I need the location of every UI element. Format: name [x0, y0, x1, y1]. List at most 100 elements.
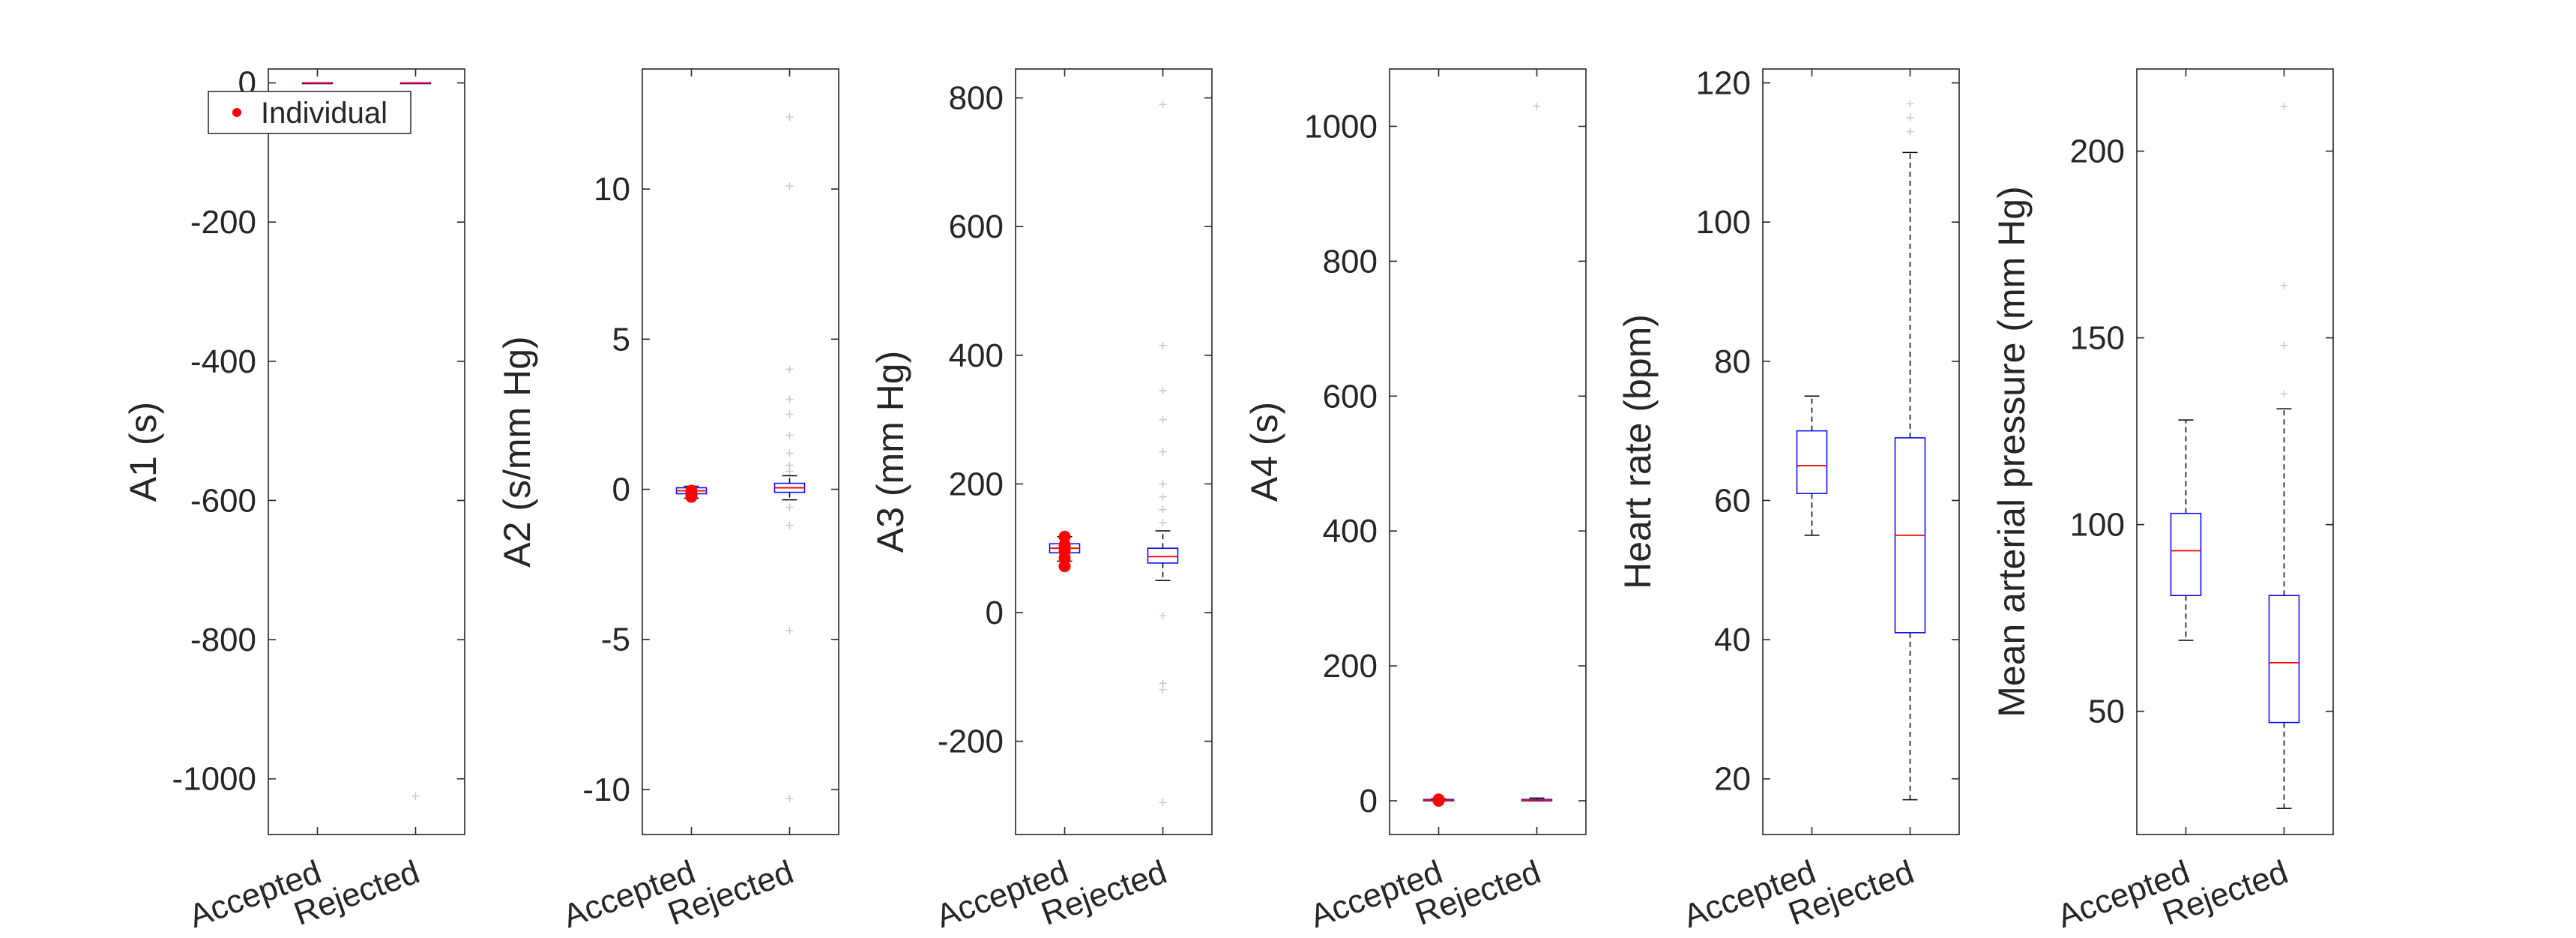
outlier-marker [1159, 480, 1167, 488]
individual-point [1058, 560, 1071, 573]
y-axis-label: A2 (s/mm Hg) [496, 336, 538, 567]
outlier-marker [785, 410, 794, 418]
outlier-marker [1159, 799, 1167, 807]
box-rejected [773, 113, 806, 802]
y-tick-label: 800 [1323, 243, 1378, 280]
y-tick-label: 600 [1323, 378, 1378, 415]
y-tick-label: 200 [2070, 133, 2125, 170]
box-rejected [1894, 100, 1926, 801]
box-rejected [1521, 102, 1553, 802]
individual-point [1432, 795, 1445, 808]
y-tick-label: -800 [190, 622, 256, 658]
y-tick-label: -10 [582, 772, 630, 808]
y-tick-label: 60 [1714, 482, 1751, 519]
y-tick-label: 400 [949, 337, 1004, 374]
outlier-marker [1159, 100, 1167, 109]
y-tick-label: 200 [949, 466, 1004, 502]
outlier-marker [1906, 127, 1914, 136]
outlier-marker [1533, 102, 1541, 110]
outlier-marker [1159, 679, 1167, 688]
outlier-marker [1159, 685, 1167, 694]
y-axis-label: A4 (s) [1243, 402, 1285, 502]
y-tick-label: 400 [1323, 513, 1378, 550]
legend-box [208, 91, 411, 134]
y-axis-label: Heart rate (bpm) [1617, 314, 1659, 589]
outlier-marker [785, 449, 794, 457]
outlier-marker [1159, 415, 1167, 424]
outlier-marker [2280, 102, 2288, 110]
y-tick-label: -1000 [172, 761, 256, 798]
y-tick-label: 5 [612, 321, 630, 358]
outlier-marker [2280, 281, 2288, 289]
y-axis-label: Mean arterial pressure (mm Hg) [1991, 186, 2033, 718]
iqr-box [1796, 430, 1828, 494]
outlier-marker [785, 503, 794, 511]
outlier-marker [1159, 505, 1167, 514]
y-tick-label: -200 [938, 724, 1004, 760]
box-rejected [2268, 102, 2300, 809]
y-tick-label: 40 [1714, 622, 1751, 658]
y-tick-label: 1000 [1304, 108, 1378, 145]
y-axis-label: A3 (mm Hg) [869, 351, 911, 553]
outlier-marker [1159, 448, 1167, 456]
y-tick-label: 50 [2088, 694, 2125, 730]
y-tick-label: -200 [190, 204, 256, 241]
outlier-marker [785, 467, 794, 475]
y-tick-label: 600 [949, 208, 1004, 245]
axes-box [2136, 68, 2334, 835]
y-tick-label: 120 [1696, 65, 1751, 102]
outlier-marker [785, 395, 794, 403]
box-accepted [1796, 395, 1828, 536]
subplot-6: 200 150 100 50 Mean arterial pressure (mm Hg… [1991, 68, 2334, 935]
outlier-marker [2280, 341, 2288, 349]
outlier-marker [1906, 100, 1914, 108]
y-tick-label: -400 [190, 343, 256, 380]
iqr-box [2170, 512, 2202, 596]
axes-box [1389, 68, 1587, 835]
y-tick-label: 200 [1323, 648, 1378, 685]
iqr-box [2268, 595, 2300, 724]
y-tick-label: 100 [1696, 204, 1751, 241]
outlier-marker [1159, 386, 1167, 394]
outlier-marker [785, 521, 794, 529]
y-tick-label: -600 [190, 482, 256, 519]
box-accepted [301, 82, 334, 85]
iqr-box [1147, 547, 1179, 564]
y-tick-label: 10 [594, 171, 630, 208]
outlier-marker [411, 792, 420, 800]
y-tick-label: -5 [601, 622, 630, 658]
y-tick-label: 100 [2070, 507, 2125, 544]
outlier-marker [785, 794, 794, 802]
y-tick-label: 80 [1714, 343, 1751, 380]
box-accepted [2170, 419, 2202, 641]
y-tick-label: 150 [2070, 320, 2125, 357]
outlier-marker [785, 626, 794, 634]
outlier-marker [1906, 113, 1914, 121]
legend: Individual [208, 91, 411, 134]
outlier-marker [1159, 341, 1167, 349]
y-tick-label: 800 [949, 80, 1004, 117]
y-axis-label: A1 (s) [122, 402, 164, 502]
outlier-marker [785, 113, 794, 121]
axes-box [642, 68, 839, 835]
y-tick-label: 0 [1360, 783, 1378, 820]
outlier-marker [1159, 518, 1167, 526]
axes-box [1015, 68, 1213, 835]
axes-box [268, 68, 465, 835]
axes-box [1762, 68, 1960, 835]
individual-point [685, 490, 698, 503]
box-rejected [1147, 100, 1179, 807]
outlier-marker [785, 365, 794, 373]
outlier-marker [2280, 390, 2288, 398]
outlier-marker [1159, 612, 1167, 620]
box-rejected [399, 82, 432, 800]
individual-point [1058, 530, 1071, 543]
y-tick-label: 20 [1714, 761, 1751, 798]
outlier-marker [785, 431, 794, 439]
y-tick-label: 0 [986, 595, 1004, 631]
individual-point [1058, 552, 1071, 565]
